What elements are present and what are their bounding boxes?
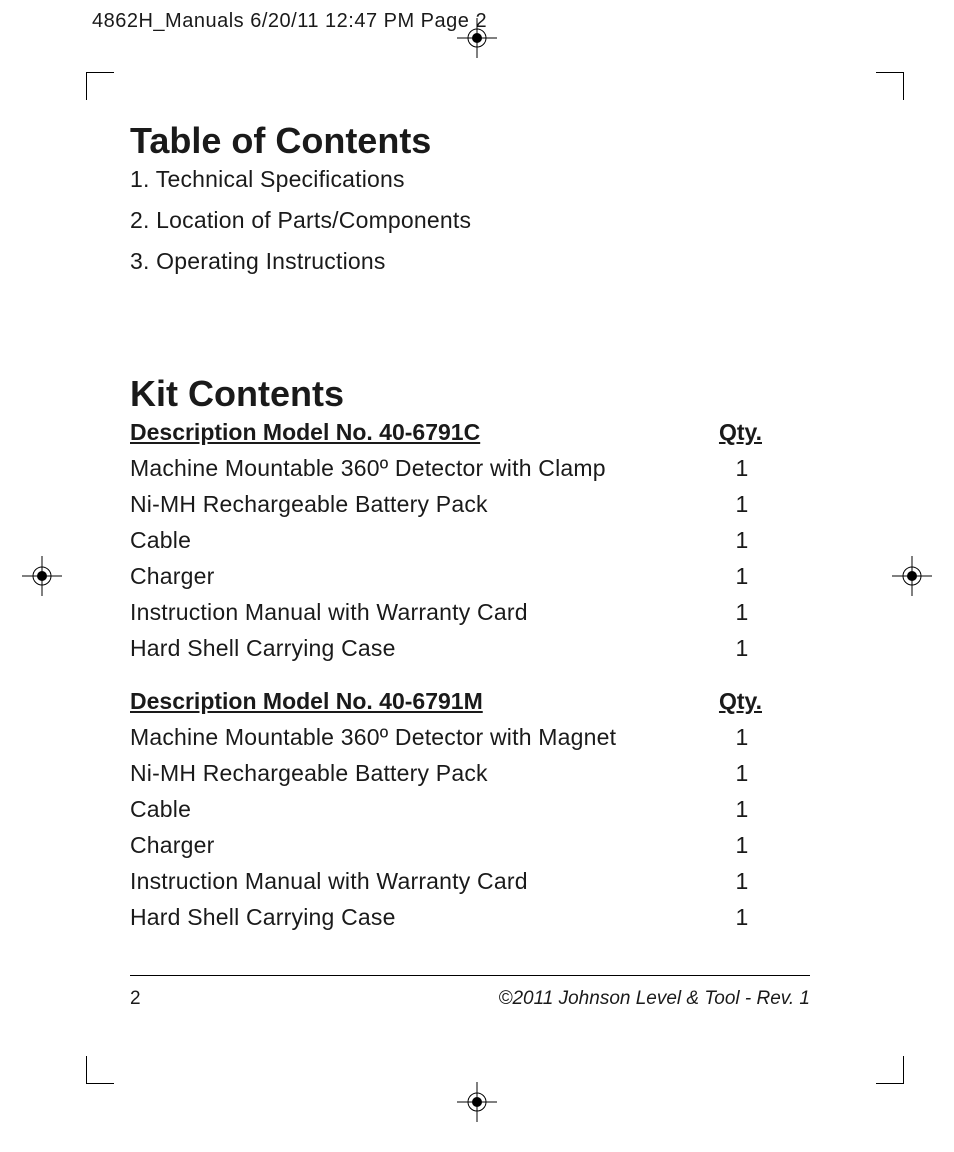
kit-row: Hard Shell Carrying Case 1 <box>130 899 762 935</box>
kit-desc: Machine Mountable 360º Detector with Cla… <box>130 450 606 486</box>
kit-qty: 1 <box>722 791 762 827</box>
crop-mark-icon <box>876 1056 904 1084</box>
kit-desc: Charger <box>130 558 215 594</box>
kit-qty: 1 <box>722 450 762 486</box>
kit-desc: Hard Shell Carrying Case <box>130 899 396 935</box>
kit-qty: 1 <box>722 863 762 899</box>
kit-contents-section: Kit Contents Description Model No. 40-67… <box>130 373 810 935</box>
kit-row: Instruction Manual with Warranty Card 1 <box>130 594 762 630</box>
kit-qty: 1 <box>722 522 762 558</box>
kit-qty: 1 <box>722 486 762 522</box>
toc-list: 1. Technical Specifications 2. Location … <box>130 166 810 275</box>
kit-desc: Ni-MH Rechargeable Battery Pack <box>130 486 488 522</box>
crop-mark-icon <box>86 72 114 100</box>
copyright-text: ©2011 Johnson Level & Tool - Rev. 1 <box>498 988 810 1010</box>
kit-desc-header: Description Model No. 40-6791C <box>130 419 480 446</box>
page-number: 2 <box>130 988 141 1010</box>
kit-row: Machine Mountable 360º Detector with Cla… <box>130 450 762 486</box>
kit-row: Cable 1 <box>130 791 762 827</box>
kit-table-header: Description Model No. 40-6791C Qty. <box>130 419 762 446</box>
kit-desc: Instruction Manual with Warranty Card <box>130 594 528 630</box>
kit-qty: 1 <box>722 719 762 755</box>
page-content: Table of Contents 1. Technical Specifica… <box>130 120 810 935</box>
kit-qty-header: Qty. <box>719 688 762 715</box>
kit-desc: Cable <box>130 791 191 827</box>
kit-qty: 1 <box>722 755 762 791</box>
kit-table-header: Description Model No. 40-6791M Qty. <box>130 688 762 715</box>
kit-qty: 1 <box>722 827 762 863</box>
kit-qty: 1 <box>722 899 762 935</box>
kit-qty-header: Qty. <box>719 419 762 446</box>
kit-desc: Cable <box>130 522 191 558</box>
page-footer: 2 ©2011 Johnson Level & Tool - Rev. 1 <box>130 975 810 1010</box>
registration-mark-icon <box>457 1082 497 1122</box>
kit-heading: Kit Contents <box>130 373 810 415</box>
kit-desc: Hard Shell Carrying Case <box>130 630 396 666</box>
kit-qty: 1 <box>722 594 762 630</box>
registration-mark-icon <box>22 556 62 596</box>
kit-row: Hard Shell Carrying Case 1 <box>130 630 762 666</box>
toc-item: 1. Technical Specifications <box>130 166 810 193</box>
kit-row: Cable 1 <box>130 522 762 558</box>
kit-desc: Instruction Manual with Warranty Card <box>130 863 528 899</box>
crop-mark-icon <box>876 72 904 100</box>
kit-table-m: Description Model No. 40-6791M Qty. Mach… <box>130 688 762 935</box>
toc-item: 3. Operating Instructions <box>130 248 810 275</box>
print-header-slug: 4862H_Manuals 6/20/11 12:47 PM Page 2 <box>92 10 487 33</box>
kit-qty: 1 <box>722 630 762 666</box>
registration-mark-icon <box>892 556 932 596</box>
page: 4862H_Manuals 6/20/11 12:47 PM Page 2 Ta… <box>0 0 954 1152</box>
kit-qty: 1 <box>722 558 762 594</box>
kit-row: Ni-MH Rechargeable Battery Pack 1 <box>130 755 762 791</box>
kit-desc: Machine Mountable 360º Detector with Mag… <box>130 719 616 755</box>
kit-row: Charger 1 <box>130 558 762 594</box>
toc-item: 2. Location of Parts/Components <box>130 207 810 234</box>
kit-row: Charger 1 <box>130 827 762 863</box>
kit-desc: Ni-MH Rechargeable Battery Pack <box>130 755 488 791</box>
kit-row: Instruction Manual with Warranty Card 1 <box>130 863 762 899</box>
kit-desc-header: Description Model No. 40-6791M <box>130 688 483 715</box>
kit-row: Machine Mountable 360º Detector with Mag… <box>130 719 762 755</box>
crop-mark-icon <box>86 1056 114 1084</box>
kit-table-c: Description Model No. 40-6791C Qty. Mach… <box>130 419 762 666</box>
kit-desc: Charger <box>130 827 215 863</box>
registration-mark-icon <box>457 18 497 58</box>
kit-row: Ni-MH Rechargeable Battery Pack 1 <box>130 486 762 522</box>
toc-heading: Table of Contents <box>130 120 810 162</box>
